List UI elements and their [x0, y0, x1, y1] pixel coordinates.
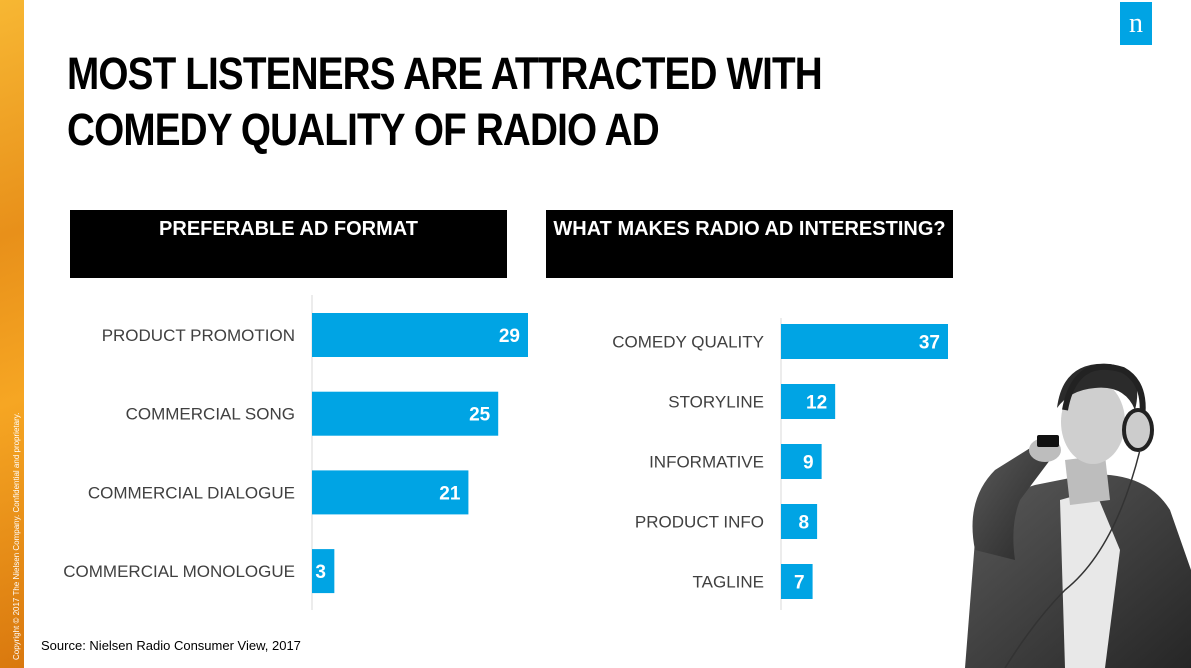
- category-label: INFORMATIVE: [649, 453, 764, 472]
- nielsen-logo: n: [1120, 2, 1152, 45]
- bar-3: [312, 470, 469, 515]
- data-label: 9: [803, 453, 814, 474]
- category-label: PRODUCT INFO: [635, 513, 764, 532]
- person-with-headphones-image: [965, 363, 1191, 668]
- data-label: 29: [499, 326, 520, 347]
- bar-2: [781, 384, 836, 419]
- category-label: COMMERCIAL DIALOGUE: [88, 483, 295, 502]
- category-label: TAGLINE: [693, 573, 764, 592]
- category-label: COMMERCIAL MONOLOGUE: [63, 562, 295, 581]
- side-accent-bar: Copyright © 2017 The Nielsen Company. Co…: [0, 0, 24, 668]
- category-label: PRODUCT PROMOTION: [102, 326, 295, 345]
- category-label: COMMERCIAL SONG: [126, 405, 295, 424]
- bar-5: [781, 564, 813, 599]
- bar-1: [312, 313, 528, 357]
- data-label: 12: [806, 393, 827, 414]
- data-label: 8: [799, 513, 810, 534]
- bar-4: [312, 549, 335, 594]
- category-label: COMEDY QUALITY: [612, 333, 764, 352]
- chart-title-ad-format: PREFERABLE AD FORMAT: [70, 210, 507, 278]
- data-label: 3: [315, 562, 326, 583]
- bar-3: [781, 444, 822, 479]
- page-title: MOST LISTENERS ARE ATTRACTED WITH COMEDY…: [67, 48, 823, 155]
- chart-radio-ad-interest: 37 COMEDY QUALITY 12 STORYLINE 9 INFORMATIVE 8…: [612, 318, 948, 610]
- bar-4: [781, 504, 818, 539]
- category-label: STORYLINE: [668, 393, 764, 412]
- data-label: 21: [439, 483, 461, 504]
- chart-ad-format: 29 PRODUCT PROMOTION 25 COMMERCIAL SONG 21 CO…: [63, 295, 528, 610]
- data-label: 7: [794, 573, 805, 594]
- source-note: Source: Nielsen Radio Consumer View, 201…: [41, 638, 301, 653]
- bar-1: [781, 324, 948, 359]
- data-label: 25: [469, 405, 491, 426]
- chart-title-radio-ad-interest: WHAT MAKES RADIO AD INTERESTING?: [546, 210, 953, 278]
- bar-2: [312, 391, 499, 436]
- data-label: 37: [919, 333, 940, 354]
